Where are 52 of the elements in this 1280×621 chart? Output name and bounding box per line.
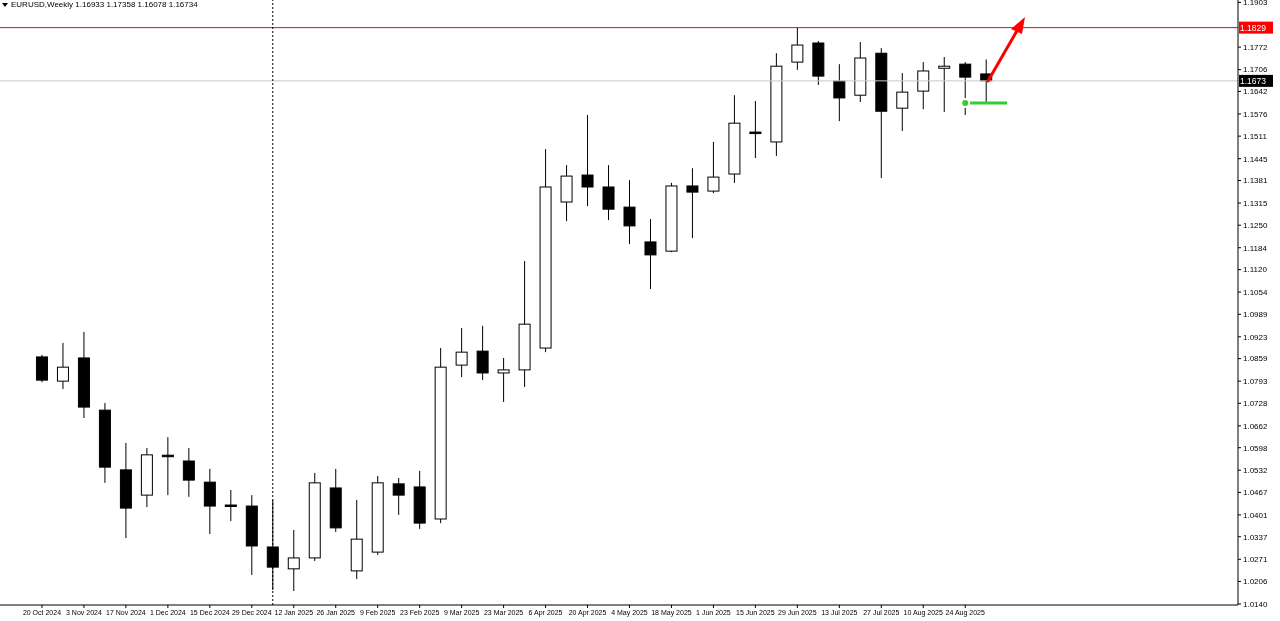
y-tick-label: 1.1445 [1243,154,1269,164]
candlestick [581,114,594,207]
y-tick-label: 1.1250 [1243,221,1269,231]
candlestick [56,342,69,390]
candlestick [455,327,468,378]
candlestick [644,218,657,290]
y-tick-label: 1.1511 [1243,131,1268,141]
y-tick-label: 1.0793 [1243,376,1269,386]
candlestick [833,63,846,122]
candlestick [896,72,909,132]
y-tick-label: 1.0401 [1243,510,1269,520]
candlestick [791,27,804,71]
candlestick [497,357,510,403]
y-tick-label: 1.0206 [1243,577,1269,587]
y-tick-label: 1.0923 [1243,332,1269,342]
y-tick-label: 1.0728 [1243,399,1269,409]
y-tick-label: 1.0989 [1243,310,1269,320]
y-tick-label: 1.0532 [1243,466,1269,476]
y-tick-label: 1.1184 [1243,243,1268,253]
candlestick [392,477,405,516]
y-tick-label: 1.0859 [1243,354,1269,364]
candlestick [182,447,195,498]
y-tick-label: 1.1381 [1243,176,1269,186]
chart-title: EURUSD,Weekly 1.16933 1.17358 1.16078 1.16734 [11,0,198,9]
y-tick-label: 1.0140 [1243,599,1269,609]
y-tick-label: 1.0467 [1243,488,1269,498]
y-tick-label: 1.1315 [1243,198,1269,208]
candlestick [623,179,636,245]
candlestick [287,529,300,592]
candlestick [602,164,615,221]
y-tick-label: 1.1054 [1243,287,1269,297]
y-tick-label: 1.1642 [1243,87,1269,97]
candlestick [476,325,489,381]
y-tick-label: 1.0598 [1243,443,1269,453]
candlestick [938,56,951,113]
y-tick-label: 1.1120 [1243,265,1268,275]
ref-line-label: 1.1829 [1240,22,1267,33]
y-tick-label: 1.1576 [1243,109,1269,119]
y-tick-label: 1.0662 [1243,421,1269,431]
y-tick-label: 1.0271 [1243,555,1269,565]
y-tick-label: 1.1903 [1243,0,1269,8]
candlestick [224,489,237,522]
ref-line-label: 1.1673 [1240,75,1267,86]
y-tick-label: 1.0337 [1243,532,1269,542]
candlestick [35,354,48,383]
candlestick [686,167,699,239]
candlestick [749,100,762,159]
y-tick-label: 1.1706 [1243,65,1269,75]
candlestick [707,141,720,194]
y-tick-label: 1.1772 [1243,42,1269,52]
candlestick [203,468,216,535]
candlestick [917,61,930,110]
